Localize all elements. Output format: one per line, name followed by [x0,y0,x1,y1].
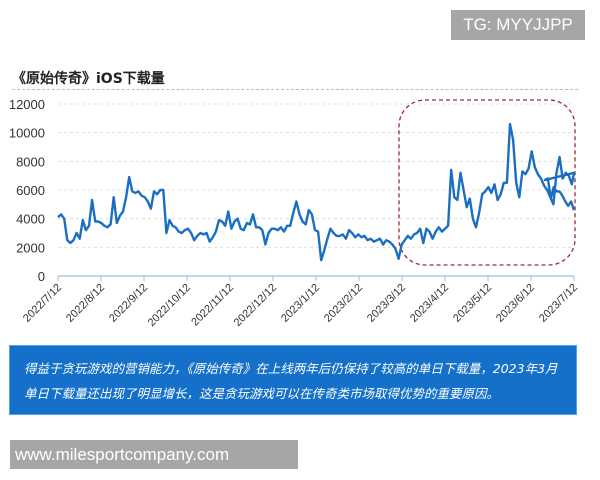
x-tick-label: 2023/6/12 [494,282,537,325]
x-tick-label: 2023/3/12 [365,282,408,325]
y-tick-label: 0 [38,269,45,284]
y-tick-label: 12000 [9,97,45,112]
x-tick-label: 2022/12/12 [232,282,279,329]
x-tick-label: 2023/4/12 [408,282,451,325]
y-axis-ticks: 0 2000 4000 6000 8000 10000 12000 [9,97,45,284]
download-series-line [57,122,576,262]
x-axis-ticks: 2022/7/12 2022/8/12 2022/9/122022/10/12202… [21,276,580,329]
watermark-top: TG: MYYJJPP [451,10,585,40]
chart-title: 《原始传奇》iOS下载量 [12,71,165,87]
title-divider [12,89,578,90]
y-tick-label: 10000 [9,126,45,141]
highlight-box [398,99,576,266]
x-tick-label: 2023/7/12 [537,282,580,325]
watermark-bottom: www.milesportcompany.com [10,440,298,469]
summary-note: 得益于贪玩游戏的营销能力，《原始传奇》在上线两年后仍保持了较高的单日下载量，20… [9,345,577,415]
x-tick-label: 2022/10/12 [146,282,193,329]
x-tick-label: 2023/2/12 [322,282,365,325]
x-tick-label: 2022/9/12 [107,282,150,325]
y-tick-label: 2000 [16,240,45,255]
y-tick-label: 4000 [16,212,45,227]
x-tick-label: 2022/11/12 [189,282,236,329]
x-tick-label: 2022/7/12 [21,282,64,325]
x-tick-label: 2023/5/12 [451,282,494,325]
x-tick-label: 2023/1/12 [279,282,322,325]
gridlines [58,103,574,248]
y-tick-label: 8000 [16,154,45,169]
y-tick-label: 6000 [16,183,45,198]
x-tick-label: 2022/8/12 [64,282,107,325]
